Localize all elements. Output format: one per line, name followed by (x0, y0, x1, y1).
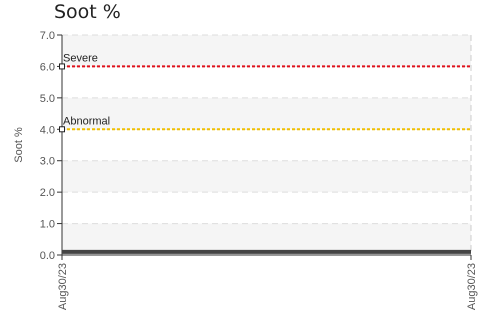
y-tick-label: 7.0 (40, 30, 55, 42)
y-tick-label: 0.0 (40, 250, 55, 262)
y-tick-label: 3.0 (40, 156, 55, 168)
y-axis-label: Soot % (13, 127, 25, 163)
threshold-label: Severe (63, 52, 98, 64)
x-tick-label: Aug30/23 (57, 263, 69, 310)
background-band (62, 160, 471, 193)
threshold-marker (59, 126, 65, 133)
background-band (62, 35, 471, 67)
x-tick-labels: Aug30/23 Aug30/23 (57, 255, 478, 310)
threshold-label: Abnormal (63, 115, 110, 127)
y-tick-labels: 0.0 1.0 2.0 3.0 4.0 5.0 6.0 7.0 (40, 30, 62, 262)
x-tick-label: Aug30/23 (466, 263, 478, 310)
y-tick-label: 5.0 (40, 93, 55, 105)
y-tick-label: 2.0 (40, 187, 55, 199)
background-band (62, 223, 471, 255)
chart-title: Soot % (54, 1, 121, 23)
y-tick-label: 4.0 (40, 124, 55, 136)
y-tick-label: 6.0 (40, 61, 55, 73)
threshold-lines: Severe Abnormal (59, 52, 471, 133)
axes (61, 35, 471, 256)
y-tick-label: 1.0 (40, 219, 55, 231)
grid-lines (62, 34, 472, 255)
threshold-marker (59, 63, 65, 70)
background-band (62, 97, 471, 130)
background-bands (62, 35, 471, 255)
